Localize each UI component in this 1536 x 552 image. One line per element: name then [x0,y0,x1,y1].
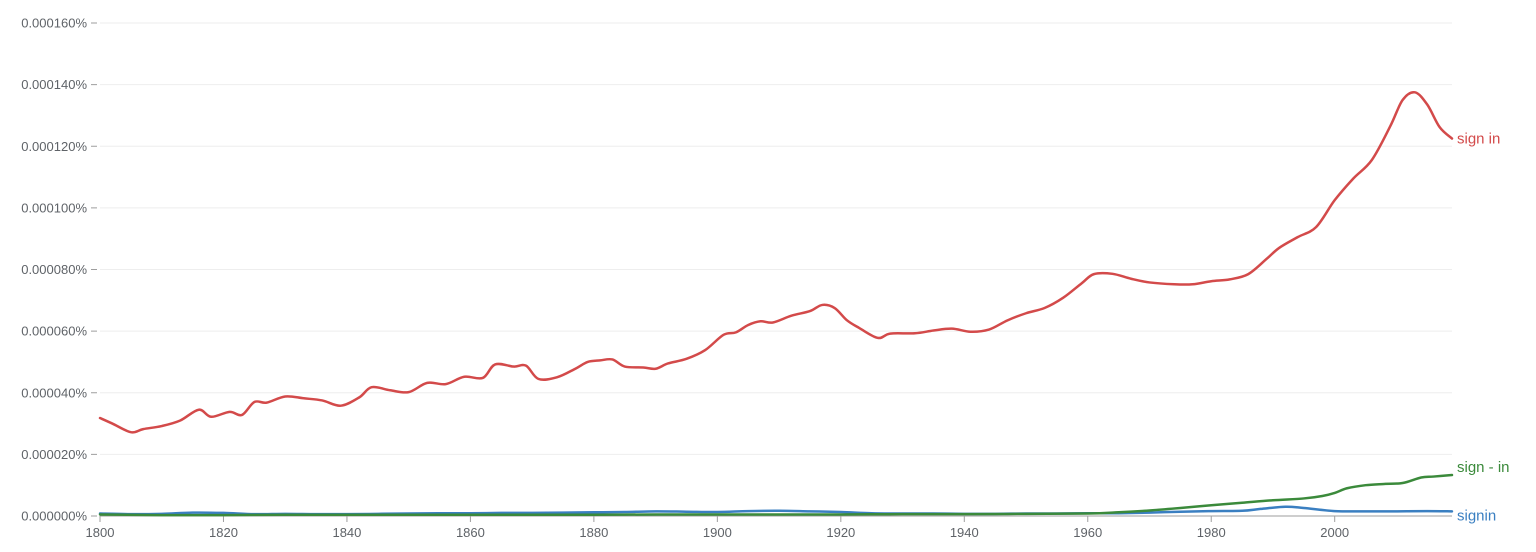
x-tick-label: 1860 [456,525,485,540]
x-tick-label: 1940 [950,525,979,540]
x-tick-label: 1960 [1073,525,1102,540]
x-tick-label: 1800 [86,525,115,540]
series-line-sign-in[interactable] [98,473,1454,517]
y-tick-label: 0.000080% [21,262,87,277]
series-line-sign-in[interactable] [98,90,1454,434]
x-tick-label: 1880 [579,525,608,540]
y-tick-label: 0.000060% [21,324,87,339]
y-tick-label: 0.000020% [21,447,87,462]
y-tick-label: 0.000120% [21,139,87,154]
x-tick-label: 2000 [1320,525,1349,540]
series-label-signin[interactable]: signin [1457,507,1496,524]
y-tick-label: 0.000000% [21,509,87,524]
y-tick-label: 0.000160% [21,16,87,31]
x-tick-label: 1980 [1197,525,1226,540]
x-tick-label: 1900 [703,525,732,540]
y-tick-label: 0.000100% [21,200,87,215]
x-tick-label: 1820 [209,525,238,540]
series-label-sign-in[interactable]: sign - in [1457,459,1510,476]
y-tick-label: 0.000140% [21,77,87,92]
y-tick-label: 0.000040% [21,385,87,400]
gridlines [100,22,1452,455]
series-lines [98,90,1454,517]
series-line-signin[interactable] [98,505,1454,516]
series-label-sign-in[interactable]: sign in [1457,131,1500,148]
x-tick-label: 1920 [826,525,855,540]
x-tick-label: 1840 [332,525,361,540]
series-labels: signin sign - in sign in [1457,131,1510,525]
axes: 0.000000% 0.000020% 0.000040% 0.000060% 0.00… [21,16,1452,540]
